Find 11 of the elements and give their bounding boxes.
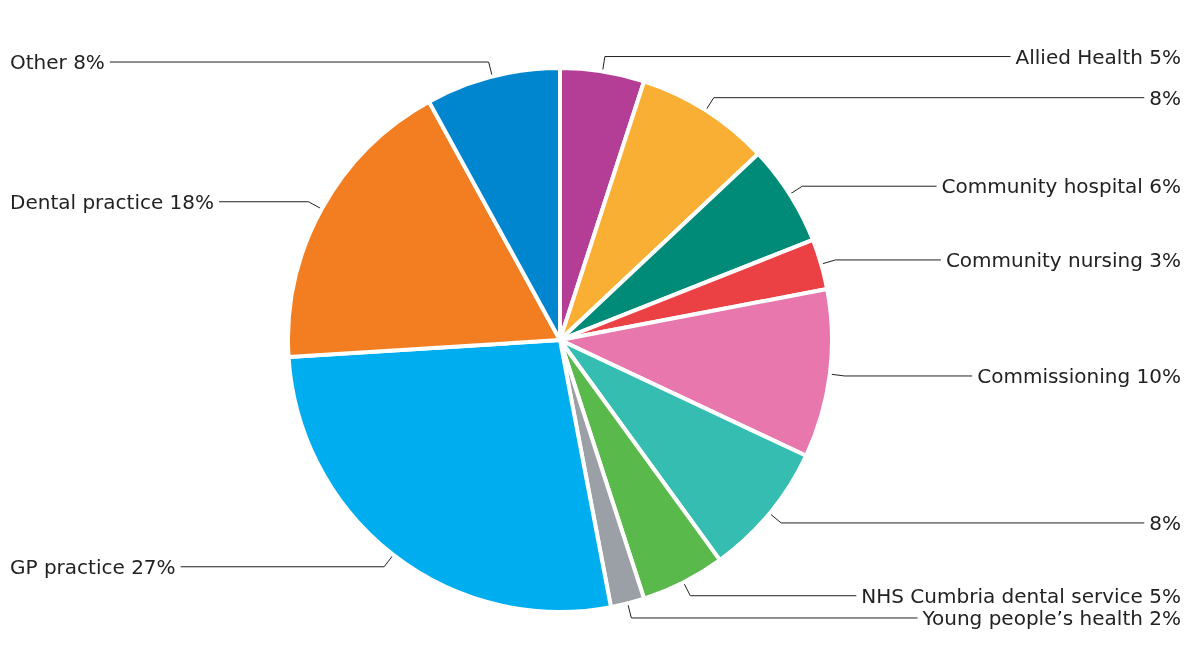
slice-label: GP practice 27% — [10, 554, 176, 579]
slice-label: Allied Health 5% — [1015, 44, 1181, 69]
data-label: 8% — [1149, 85, 1181, 110]
slice-label: Community hospital 6% — [941, 174, 1181, 199]
slice-label: NHS Cumbria dental service 5% — [861, 583, 1181, 608]
slice-label: Dental practice 18% — [10, 189, 215, 214]
slice-label: Community nursing 3% — [945, 247, 1181, 272]
data-label: 8% — [1149, 510, 1181, 535]
slice-label: Young people’s health 2% — [921, 605, 1181, 630]
slice-label: Commissioning 10% — [977, 363, 1181, 388]
slice-label: Other 8% — [10, 50, 105, 75]
